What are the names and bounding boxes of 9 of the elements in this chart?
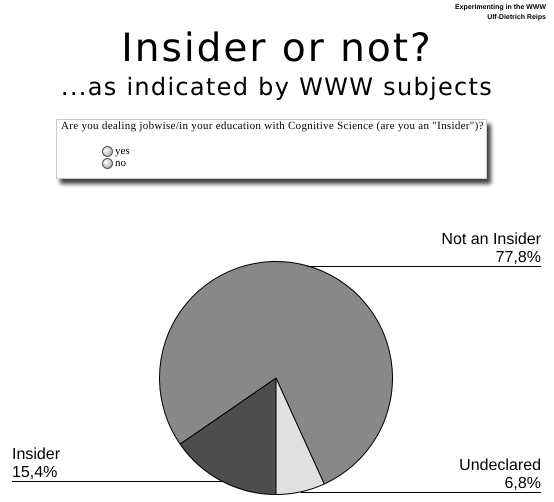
slice-label: Insider [12, 446, 61, 463]
question-form: Are you dealing jobwise/in your education with Cognitive Science (are you an "Insider")? yes no [56, 119, 487, 179]
data-label: 77,8% [496, 249, 541, 266]
slice-label: Not an Insider [441, 231, 542, 248]
data-label: 15,4% [12, 464, 58, 481]
chart-subtitle: ...as indicated by WWW subjects [60, 73, 494, 101]
chart-title: Insider or not? [120, 26, 434, 72]
data-label: 6,8% [504, 475, 541, 492]
slice-label: Undeclared [459, 457, 541, 474]
